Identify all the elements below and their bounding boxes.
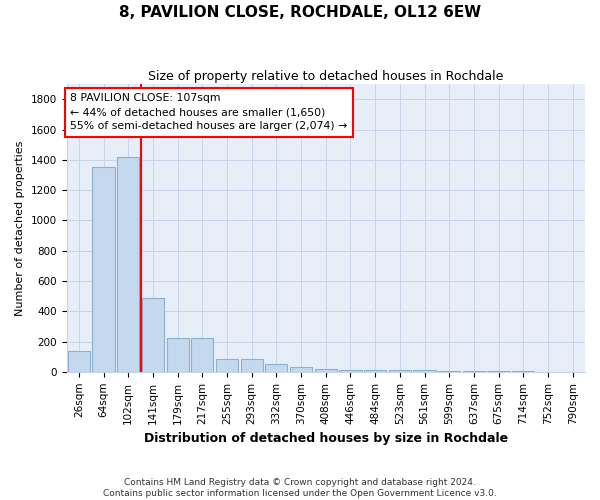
- Bar: [191, 338, 214, 372]
- Text: 8 PAVILION CLOSE: 107sqm
← 44% of detached houses are smaller (1,650)
55% of sem: 8 PAVILION CLOSE: 107sqm ← 44% of detach…: [70, 94, 347, 132]
- Y-axis label: Number of detached properties: Number of detached properties: [15, 140, 25, 316]
- Bar: [364, 370, 386, 372]
- Bar: [92, 168, 115, 372]
- Text: Contains HM Land Registry data © Crown copyright and database right 2024.
Contai: Contains HM Land Registry data © Crown c…: [103, 478, 497, 498]
- Bar: [413, 370, 436, 372]
- Bar: [68, 350, 90, 372]
- Bar: [314, 369, 337, 372]
- Bar: [216, 359, 238, 372]
- Bar: [389, 370, 411, 372]
- Title: Size of property relative to detached houses in Rochdale: Size of property relative to detached ho…: [148, 70, 503, 83]
- Bar: [117, 157, 139, 372]
- Bar: [167, 338, 189, 372]
- Text: 8, PAVILION CLOSE, ROCHDALE, OL12 6EW: 8, PAVILION CLOSE, ROCHDALE, OL12 6EW: [119, 5, 481, 20]
- Bar: [340, 370, 362, 372]
- X-axis label: Distribution of detached houses by size in Rochdale: Distribution of detached houses by size …: [144, 432, 508, 445]
- Bar: [438, 371, 460, 372]
- Bar: [142, 298, 164, 372]
- Bar: [265, 364, 287, 372]
- Bar: [290, 368, 312, 372]
- Bar: [463, 371, 485, 372]
- Bar: [241, 359, 263, 372]
